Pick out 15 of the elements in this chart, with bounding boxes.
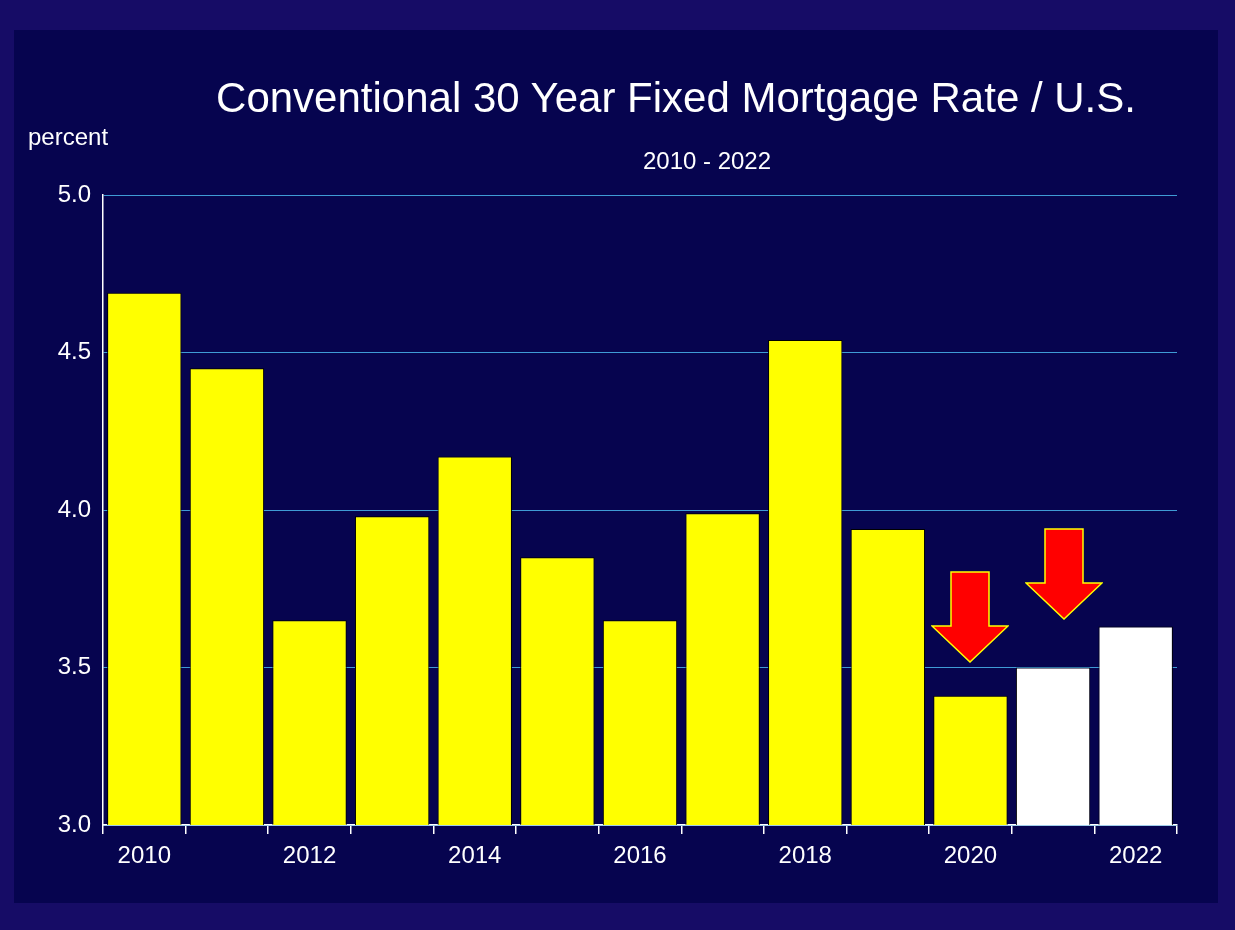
y-tick-label: 3.5	[57, 652, 91, 680]
x-tick-label: 2018	[778, 841, 832, 869]
y-tick-label: 4.5	[57, 337, 91, 365]
x-tick-label: 2014	[448, 841, 502, 869]
y-tick-label: 5.0	[57, 179, 91, 207]
x-tick-label: 2012	[282, 841, 337, 869]
y-tick-label: 3.0	[57, 809, 91, 837]
y-axis-title: percent	[28, 122, 109, 150]
x-tick-label: 2010	[117, 841, 171, 869]
chart-title: Conventional 30 Year Fixed Mortgage Rate / U.S.	[216, 73, 1136, 121]
x-tick-label: 2020	[943, 841, 998, 869]
chart-subtitle: 2010 - 2022	[642, 146, 772, 174]
x-tick-label: 2016	[613, 841, 667, 869]
y-tick-label: 4.0	[57, 494, 91, 522]
x-tick-label: 2022	[1109, 841, 1163, 869]
